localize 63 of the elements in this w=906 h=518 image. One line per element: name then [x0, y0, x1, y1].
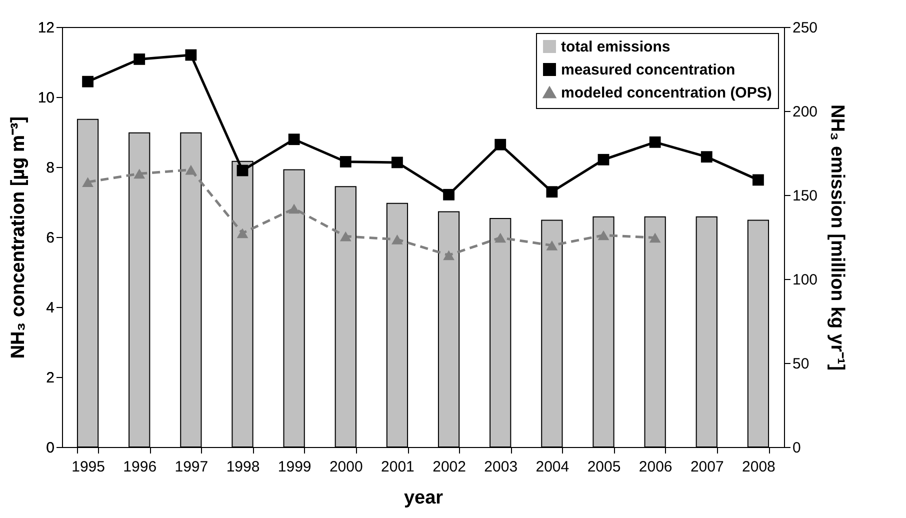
y-tick-label: 4 — [46, 300, 54, 316]
point — [236, 164, 248, 176]
point — [288, 204, 300, 214]
x-tick-label: 1999 — [278, 458, 312, 476]
legend-label: modeled concentration (OPS) — [561, 84, 772, 102]
x-tick-label: 1995 — [72, 458, 105, 476]
x-tick-label: 2007 — [690, 458, 724, 476]
point — [443, 188, 454, 200]
bar — [747, 220, 770, 448]
point — [134, 168, 146, 179]
point — [649, 136, 661, 148]
x-tick-label: 2005 — [587, 458, 621, 476]
y2-tick-label: 250 — [792, 20, 818, 36]
y-tick-label: 12 — [38, 20, 54, 36]
bar — [490, 218, 512, 448]
point — [443, 250, 454, 260]
legend-label: total emissions — [561, 38, 670, 56]
point — [185, 49, 197, 61]
bar — [386, 202, 408, 448]
y-tick-label: 6 — [46, 230, 54, 246]
x-tick-label: 2003 — [484, 458, 518, 476]
point — [494, 232, 506, 243]
x-tick-label: 1998 — [226, 458, 260, 476]
point — [546, 186, 558, 198]
point — [82, 177, 94, 187]
point — [340, 156, 352, 168]
point — [598, 154, 610, 166]
x-tick-label: 2008 — [742, 458, 776, 476]
x-tick-label: 2006 — [638, 458, 672, 476]
point — [494, 138, 506, 150]
x-tick-label: 2002 — [432, 458, 466, 476]
y-tick-label: 0 — [46, 440, 54, 456]
x-tick-label: 2000 — [329, 458, 363, 476]
x-axis-title: year — [404, 488, 444, 508]
y2-tick-label: 100 — [792, 272, 818, 288]
y2-tick-label: 150 — [792, 188, 818, 204]
point — [185, 164, 197, 175]
point — [752, 174, 764, 186]
y2-axis-title: NH₃ emission [million kg yr⁻¹] — [826, 104, 848, 371]
y-axis-title: NH₃ concentration [µg m⁻³] — [8, 116, 29, 359]
point — [134, 54, 146, 65]
y-tick-label: 10 — [38, 90, 54, 106]
bar — [128, 132, 150, 448]
x-tick-label: 2001 — [381, 458, 414, 476]
x-tick-label: 1997 — [174, 458, 208, 476]
point — [392, 234, 403, 244]
x-tick-label: 2004 — [536, 458, 570, 476]
legend-label: measured concentration — [561, 62, 736, 78]
y2-tick-label: 50 — [792, 356, 810, 372]
y-tick-label: 8 — [46, 160, 54, 176]
point — [649, 232, 661, 243]
point — [288, 134, 300, 146]
point — [340, 231, 352, 242]
point — [392, 156, 403, 168]
y2-tick-label: 0 — [792, 440, 801, 456]
point — [700, 151, 712, 163]
point — [546, 240, 558, 250]
point — [82, 76, 94, 88]
y2-tick-label: 200 — [792, 104, 818, 120]
point — [598, 230, 610, 240]
x-tick-label: 1996 — [123, 458, 157, 476]
y-tick-label: 2 — [46, 370, 54, 386]
point — [236, 228, 248, 238]
